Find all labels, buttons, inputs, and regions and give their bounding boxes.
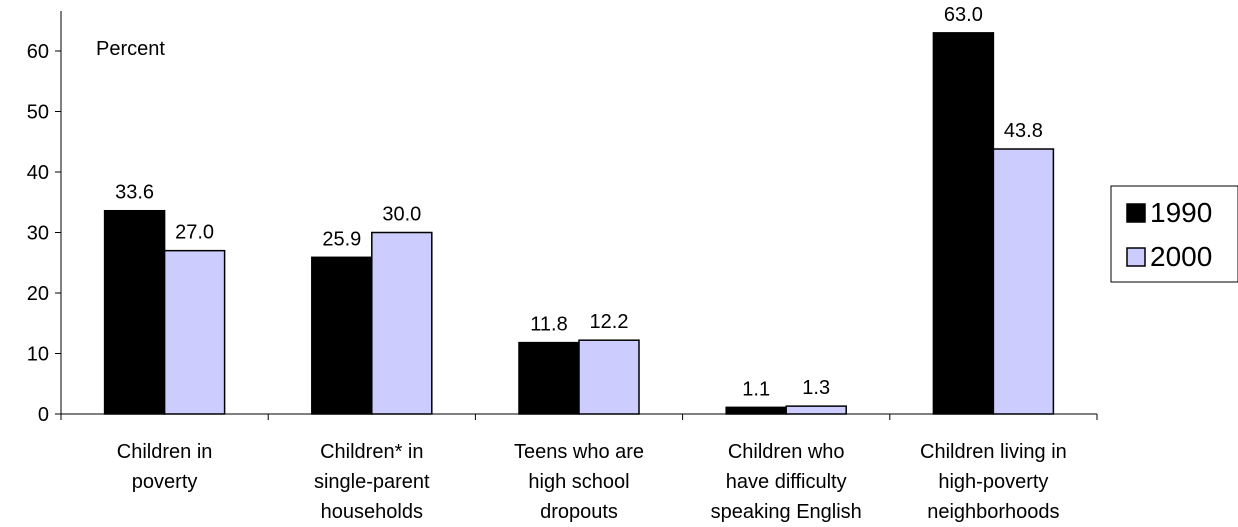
y-tick-label: 10: [27, 344, 49, 366]
category-label: Children living in: [920, 441, 1067, 463]
legend-swatch-1990: [1126, 203, 1146, 223]
x-axis: [60, 413, 1098, 420]
bar-1990: [932, 32, 995, 415]
data-label-1990: 1.1: [742, 378, 770, 400]
bar-1990: [518, 341, 580, 415]
y-tick-label: 20: [27, 283, 49, 305]
bar-2000: [785, 405, 847, 415]
y-tick-label: 40: [27, 162, 49, 184]
bar-2000: [992, 148, 1055, 415]
category-labels: Children in poverty Children* in single-par…: [117, 441, 1067, 523]
value-labels: 33.6 27.0 25.9 30.0 11.8 12.2 1.1 1.3 63.0 43.8: [115, 4, 1043, 400]
y-tick-label: 60: [27, 41, 49, 63]
bar-2000: [578, 339, 640, 415]
category-label: poverty: [132, 471, 198, 493]
y-tick-label: 50: [27, 102, 49, 124]
legend-label-2000: 2000: [1150, 241, 1212, 272]
data-label-1990: 25.9: [322, 228, 361, 250]
category-label: Children who: [728, 441, 845, 463]
bar-1990: [311, 256, 373, 415]
data-label-2000: 12.2: [590, 311, 629, 333]
data-label-2000: 1.3: [802, 377, 830, 399]
category-label: have difficulty: [726, 471, 847, 493]
legend-label-1990: 1990: [1150, 197, 1212, 228]
category-label: speaking English: [711, 501, 862, 523]
data-label-2000: 43.8: [1004, 120, 1043, 142]
y-tick-label: 0: [38, 404, 49, 426]
bar-1990: [725, 406, 787, 415]
category-label: Children in: [117, 441, 213, 463]
category-label: Teens who are: [514, 441, 644, 463]
data-label-1990: 33.6: [115, 182, 154, 204]
data-label-1990: 11.8: [530, 314, 567, 336]
data-label-2000: 30.0: [382, 204, 421, 226]
category-label: Children* in: [320, 441, 423, 463]
bars: [103, 32, 1055, 415]
category-label: single-parent: [314, 471, 430, 493]
category-label: neighborhoods: [927, 501, 1059, 523]
category-label: dropouts: [540, 501, 618, 523]
legend-swatch-2000: [1126, 247, 1146, 267]
bar-2000: [371, 231, 433, 415]
y-axis: 0 10 20 30 40 50 60: [27, 11, 62, 426]
legend: 1990 2000: [1110, 185, 1238, 283]
category-label: high-poverty: [938, 471, 1048, 493]
data-label-1990: 63.0: [944, 4, 983, 26]
category-label: high school: [528, 471, 629, 493]
data-label-2000: 27.0: [175, 222, 214, 244]
y-axis-label: Percent: [96, 38, 165, 60]
category-label: households: [321, 501, 423, 523]
bar-2000: [163, 249, 226, 415]
bar-1990: [103, 209, 166, 415]
y-tick-label: 30: [27, 223, 49, 245]
